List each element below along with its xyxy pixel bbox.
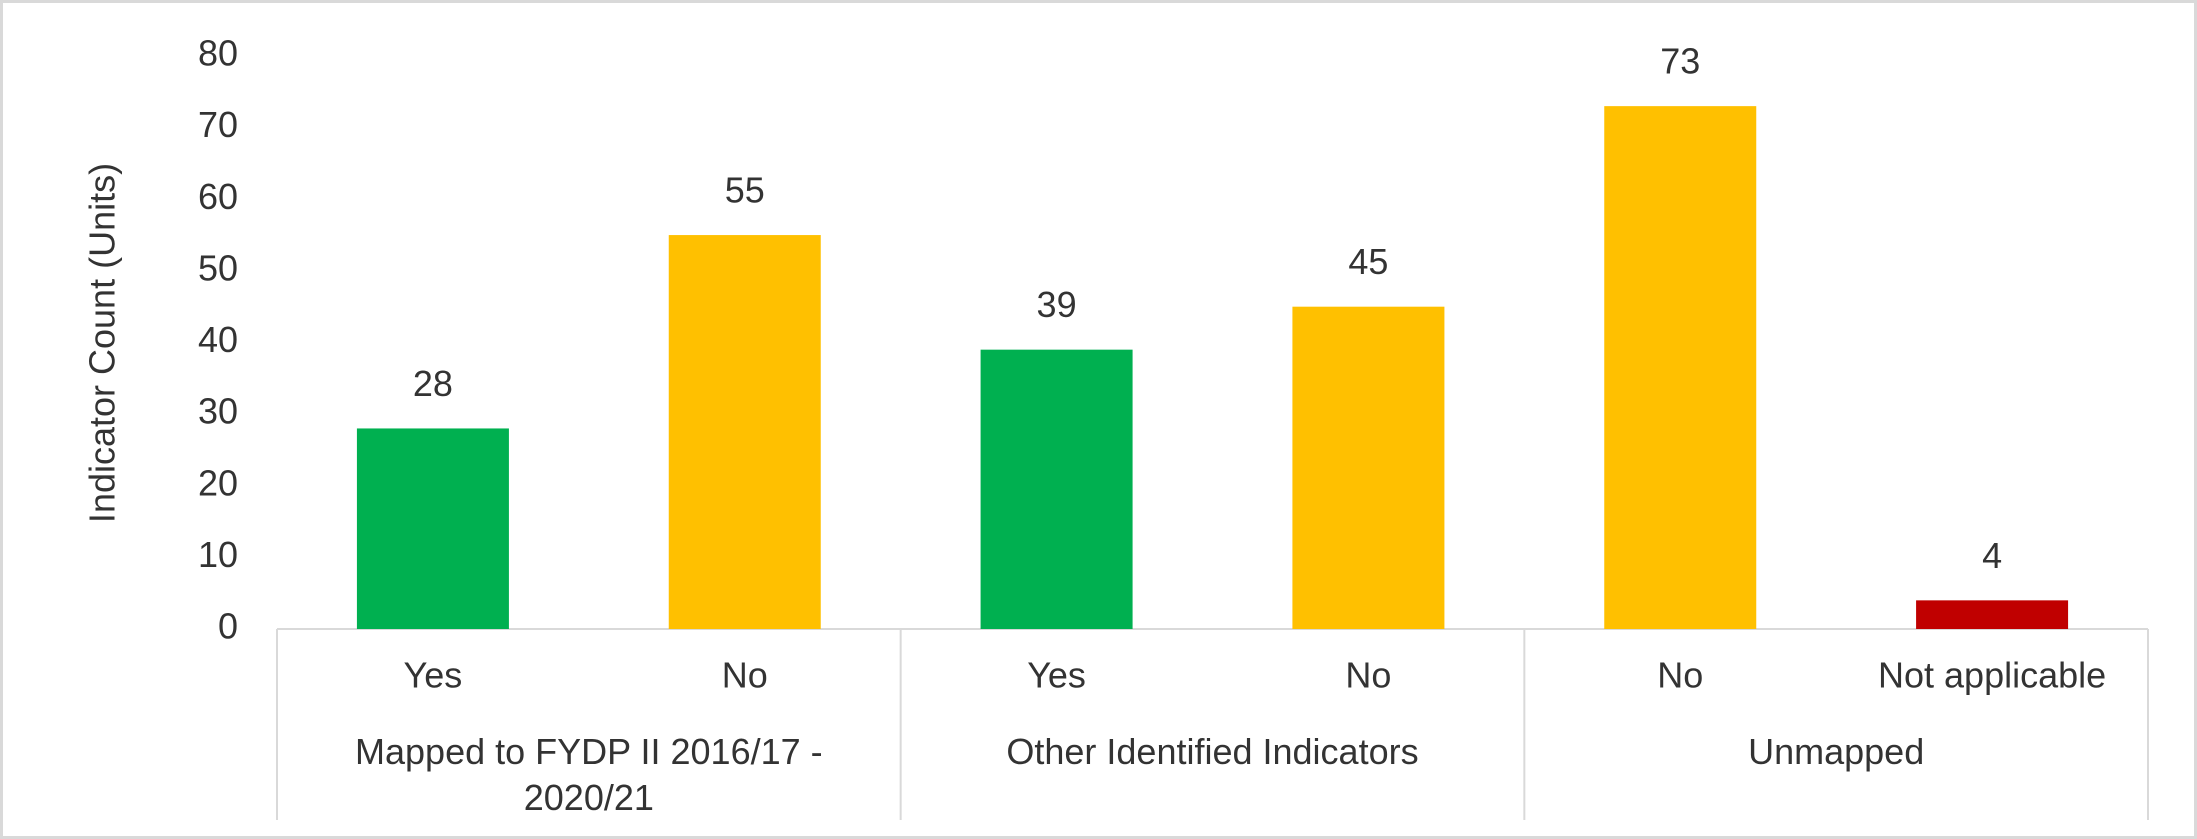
x-tick-label: No	[722, 655, 768, 696]
data-label: 4	[1982, 535, 2002, 576]
y-axis-label: Indicator Count (Units)	[82, 163, 123, 523]
bar	[1604, 106, 1757, 629]
group-label: Other Identified Indicators	[1006, 731, 1419, 772]
bar	[1292, 306, 1445, 629]
data-label: 39	[1037, 284, 1077, 325]
y-tick-label: 60	[198, 176, 238, 217]
y-tick-label: 40	[198, 319, 238, 360]
x-tick-label: Not applicable	[1878, 655, 2106, 696]
x-tick-label: Yes	[1027, 655, 1086, 696]
y-tick-label: 30	[198, 391, 238, 432]
y-tick-label: 50	[198, 247, 238, 288]
x-tick-label: No	[1657, 655, 1703, 696]
data-label: 73	[1660, 41, 1700, 82]
bar	[1916, 600, 2069, 629]
y-tick-label: 70	[198, 104, 238, 145]
y-tick-label: 10	[198, 534, 238, 575]
y-tick-label: 0	[218, 606, 238, 647]
data-label: 28	[413, 363, 453, 404]
data-label: 45	[1348, 241, 1388, 282]
data-label: 55	[725, 170, 765, 211]
bar	[356, 428, 509, 629]
group-label: Unmapped	[1748, 731, 1925, 772]
y-tick-label: 80	[198, 33, 238, 74]
bar	[980, 349, 1133, 629]
group-label: Mapped to FYDP II 2016/17 - 2020/21	[355, 731, 823, 818]
bar	[668, 235, 821, 629]
x-tick-label: No	[1345, 655, 1391, 696]
x-tick-label: Yes	[404, 655, 463, 696]
y-tick-label: 20	[198, 462, 238, 503]
